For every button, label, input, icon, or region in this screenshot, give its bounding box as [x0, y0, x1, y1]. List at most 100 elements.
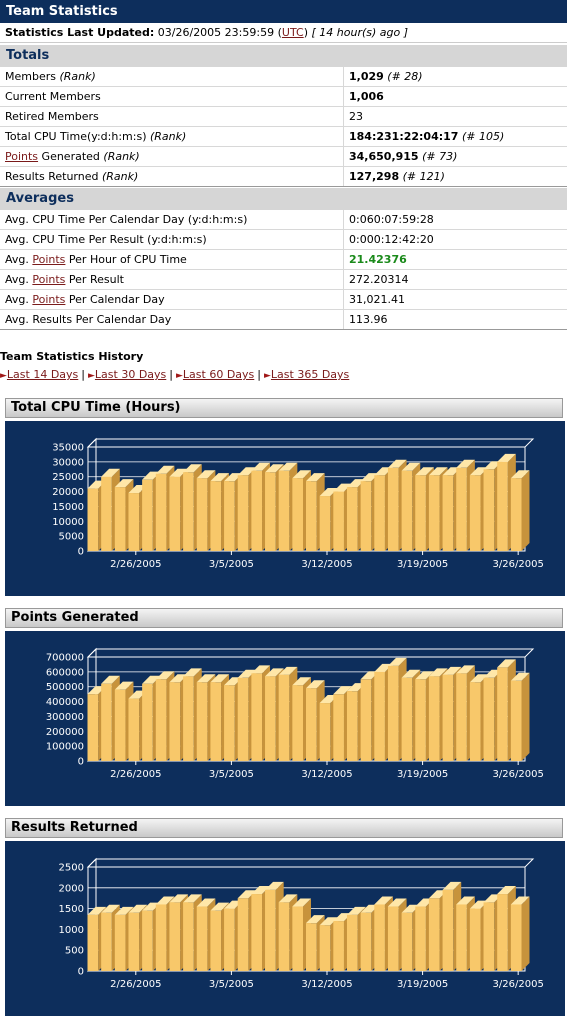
avg-value-cell: 272.20314: [343, 269, 567, 290]
totals-row: Retired Members 23: [0, 106, 567, 127]
x-tick-label: 2/26/2005: [110, 979, 161, 990]
totals-table: Members (Rank) 1,029 (# 28) Current Member…: [0, 67, 567, 187]
chart-title-cpu: Total CPU Time (Hours): [5, 398, 563, 418]
history-link-separator: |: [81, 368, 85, 381]
avg-label: Avg. CPU Time Per Result (y:d:h:m:s): [5, 233, 207, 246]
chart-title-points: Points Generated: [5, 608, 563, 628]
x-tick-label: 3/19/2005: [397, 769, 448, 780]
avg-label-cell: Avg. CPU Time Per Calendar Day (y:d:h:m:…: [0, 210, 344, 230]
history-link[interactable]: Last 14 Days: [6, 368, 79, 381]
y-tick-label: 200000: [46, 727, 84, 738]
y-tick-label: 25000: [52, 472, 84, 483]
averages-row: Avg. Points Per Result 272.20314: [0, 269, 567, 290]
avg-value: 113.96: [349, 313, 388, 326]
avg-label: Avg. CPU Time Per Calendar Day (y:d:h:m:…: [5, 213, 248, 226]
avg-value: 21.42376: [349, 253, 407, 266]
avg-label: Avg.: [5, 293, 33, 306]
stat-value-cell: 1,006: [343, 86, 567, 107]
x-tick-label: 2/26/2005: [110, 559, 161, 570]
avg-value-cell: 21.42376: [343, 249, 567, 270]
points-link[interactable]: Points: [32, 293, 66, 306]
tz-open: (: [277, 26, 282, 39]
bar: [510, 470, 530, 551]
x-tick-label: 3/26/2005: [493, 559, 544, 570]
stat-label: Total CPU Time(y:d:h:m:s): [5, 130, 150, 143]
avg-value: 31,021.41: [349, 293, 405, 306]
arrow-right-icon: ►: [176, 371, 183, 381]
y-tick-label: 300000: [46, 712, 84, 723]
averages-table: Avg. CPU Time Per Calendar Day (y:d:h:m:…: [0, 210, 567, 330]
stat-label: Generated: [38, 150, 104, 163]
stat-value: 127,298: [349, 170, 400, 183]
y-tick-label: 30000: [52, 457, 84, 468]
y-tick-label: 35000: [52, 443, 84, 454]
points-link[interactable]: Points: [32, 273, 66, 286]
bar: [510, 896, 530, 971]
stat-rank: (# 105): [461, 130, 505, 143]
page-title: Team Statistics: [0, 0, 567, 23]
avg-label-cell: Avg. Points Per Hour of CPU Time: [0, 249, 344, 270]
x-tick-label: 3/19/2005: [397, 559, 448, 570]
y-tick-label: 500000: [46, 682, 84, 693]
avg-value-cell: 31,021.41: [343, 289, 567, 310]
plot-top-edge: [86, 648, 535, 658]
arrow-right-icon: ►: [0, 371, 7, 381]
stat-value-cell: 1,029 (# 28): [343, 67, 567, 87]
avg-label-cell: Avg. Results Per Calendar Day: [0, 309, 344, 330]
stat-label-cell: Total CPU Time(y:d:h:m:s) (Rank): [0, 126, 344, 147]
history-link[interactable]: Last 30 Days: [94, 368, 167, 381]
x-tick-label: 3/12/2005: [301, 559, 352, 570]
stat-rank: (# 121): [402, 170, 445, 183]
x-tick-label: 2/26/2005: [110, 769, 161, 780]
stat-value: 1,029: [349, 70, 384, 83]
tz-close: ): [303, 26, 308, 39]
chart-cpu: 0 5000 10000 15000 20000 25000 30000 35000 2/26/…: [5, 421, 565, 596]
y-tick-label: 500: [65, 946, 84, 957]
stat-value-cell: 23: [343, 106, 567, 127]
totals-row: Results Returned (Rank) 127,298 (# 121): [0, 166, 567, 187]
utc-link[interactable]: UTC: [281, 26, 304, 39]
stat-label-cell: Members (Rank): [0, 67, 344, 87]
x-tick-label: 3/12/2005: [301, 769, 352, 780]
x-tick-label: 3/26/2005: [493, 979, 544, 990]
history-links: ►Last 14 Days | ►Last 30 Days | ►Last 60 Day…: [0, 368, 349, 381]
stat-label-cell: Points Generated (Rank): [0, 146, 344, 167]
history-link-separator: |: [257, 368, 261, 381]
rank-tag: (Rank): [149, 130, 187, 143]
history-link[interactable]: Last 60 Days: [182, 368, 255, 381]
stat-value: 23: [349, 110, 363, 123]
averages-row: Avg. Points Per Hour of CPU Time 21.42376: [0, 249, 567, 270]
chart-title-results: Results Returned: [5, 818, 563, 838]
last-updated-datetime: 03/26/2005 23:59:59: [157, 26, 275, 39]
stat-label: Retired Members: [5, 110, 99, 123]
y-tick-label: 2500: [59, 863, 84, 874]
y-tick-label: 0: [78, 757, 84, 768]
totals-row: Points Generated (Rank) 34,650,915 (# 73): [0, 146, 567, 167]
averages-row: Avg. Points Per Calendar Day 31,021.41: [0, 289, 567, 310]
points-link[interactable]: Points: [5, 150, 39, 163]
chart-points: 0 100000 200000 300000 400000 500000 600000 700…: [5, 631, 565, 806]
chart-results: 0 500 1000 1500 2000 2500 2/26/2005 3/5/2005 3/1…: [5, 841, 565, 1016]
x-tick-label: 3/5/2005: [209, 979, 254, 990]
last-updated-label: Statistics Last Updated:: [5, 26, 155, 39]
stat-rank: (# 28): [387, 70, 423, 83]
y-tick-label: 700000: [46, 653, 84, 664]
avg-label-cell: Avg. CPU Time Per Result (y:d:h:m:s): [0, 229, 344, 250]
rank-tag: (Rank): [101, 170, 139, 183]
y-tick-label: 0: [78, 967, 84, 978]
x-tick-label: 3/5/2005: [209, 559, 254, 570]
y-tick-label: 0: [78, 547, 84, 558]
stat-label: Current Members: [5, 90, 101, 103]
x-tick-label: 3/5/2005: [209, 769, 254, 780]
stat-label-cell: Retired Members: [0, 106, 344, 127]
last-updated-line: Statistics Last Updated: 03/26/2005 23:5…: [0, 23, 567, 43]
history-link[interactable]: Last 365 Days: [270, 368, 350, 381]
rank-tag: (Rank): [59, 70, 96, 83]
totals-row: Members (Rank) 1,029 (# 28): [0, 67, 567, 87]
avg-label-cell: Avg. Points Per Result: [0, 269, 344, 290]
points-link[interactable]: Points: [32, 253, 66, 266]
stat-label-cell: Results Returned (Rank): [0, 166, 344, 187]
arrow-right-icon: ►: [264, 371, 271, 381]
y-tick-label: 5000: [59, 532, 84, 543]
plot-top-edge: [86, 438, 535, 448]
